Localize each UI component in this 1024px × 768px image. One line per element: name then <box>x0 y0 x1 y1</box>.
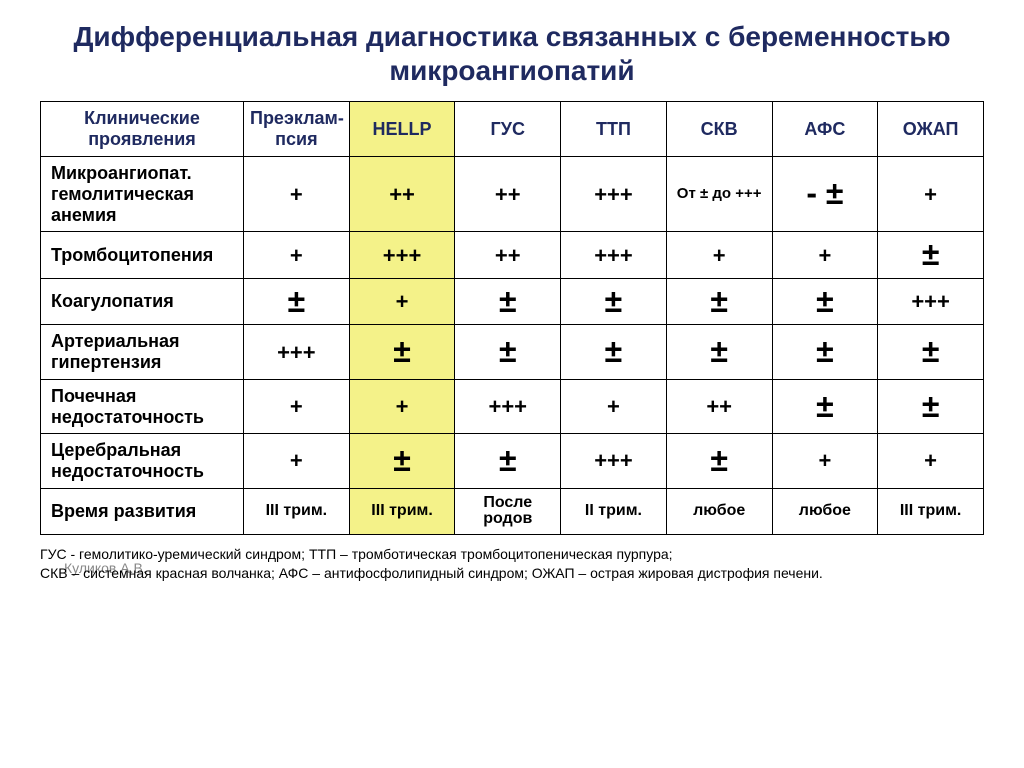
table-cell: + <box>878 157 984 232</box>
footnote: ГУС - гемолитико-уремический синдром; ТТ… <box>40 545 984 582</box>
table-cell: От ± до +++ <box>666 157 772 232</box>
table-cell: + <box>244 379 350 433</box>
row-label: Церебральная недостаточность <box>41 434 244 488</box>
table-cell: ++ <box>455 157 561 232</box>
row-label: Коагулопатия <box>41 278 244 325</box>
table-cell: + <box>772 232 878 279</box>
table-cell: + <box>244 157 350 232</box>
table-cell: ++ <box>666 379 772 433</box>
table-cell: +++ <box>349 232 455 279</box>
row-label: Почечная недостаточность <box>41 379 244 433</box>
table-cell: III трим. <box>349 488 455 535</box>
table-cell: ++ <box>455 232 561 279</box>
table-cell: III трим. <box>244 488 350 535</box>
table-cell: + <box>349 379 455 433</box>
table-row: Почечная недостаточность++++++++±± <box>41 379 984 433</box>
table-cell: + <box>878 434 984 488</box>
column-header: ТТП <box>561 102 667 157</box>
table-cell: любое <box>666 488 772 535</box>
table-cell: ± <box>349 325 455 379</box>
table-body: Микроангиопат. гемолитическая анемия++++… <box>41 157 984 535</box>
table-cell: + <box>244 232 350 279</box>
table-cell: ± <box>878 325 984 379</box>
column-header: АФС <box>772 102 878 157</box>
table-cell: + <box>349 278 455 325</box>
row-label: Микроангиопат. гемолитическая анемия <box>41 157 244 232</box>
table-cell: +++ <box>561 157 667 232</box>
table-cell: ± <box>772 325 878 379</box>
table-cell: +++ <box>878 278 984 325</box>
table-cell: ± <box>666 325 772 379</box>
table-cell: +++ <box>455 379 561 433</box>
table-cell: любое <box>772 488 878 535</box>
header-clinical: Клинические проявления <box>41 102 244 157</box>
diagnosis-table: Клинические проявления Преэклам-псияHELL… <box>40 101 984 535</box>
table-row: Коагулопатия±+±±±±+++ <box>41 278 984 325</box>
table-cell: ± <box>455 325 561 379</box>
column-header: ОЖАП <box>878 102 984 157</box>
row-label: Время развития <box>41 488 244 535</box>
table-cell: ± <box>455 278 561 325</box>
footnote-line-2: СКВ – системная красная волчанка; АФС – … <box>40 564 984 582</box>
table-cell: +++ <box>244 325 350 379</box>
table-cell: ± <box>561 325 667 379</box>
slide-title: Дифференциальная диагностика связанных с… <box>40 20 984 87</box>
table-cell: ± <box>349 434 455 488</box>
table-cell: + <box>561 379 667 433</box>
column-header: ГУС <box>455 102 561 157</box>
table-cell: ± <box>666 434 772 488</box>
table-header-row: Клинические проявления Преэклам-псияHELL… <box>41 102 984 157</box>
table-cell: +++ <box>561 232 667 279</box>
column-header: Преэклам-псия <box>244 102 350 157</box>
table-cell: ± <box>561 278 667 325</box>
row-label: Артериальная гипертензия <box>41 325 244 379</box>
table-row: Тромбоцитопения+++++++++++± <box>41 232 984 279</box>
table-row: Время развитияIII трим.III трим.После ро… <box>41 488 984 535</box>
table-cell: II трим. <box>561 488 667 535</box>
table-cell: ± <box>666 278 772 325</box>
table-cell: + <box>244 434 350 488</box>
row-label: Тромбоцитопения <box>41 232 244 279</box>
table-cell: ± <box>244 278 350 325</box>
table-cell: + <box>772 434 878 488</box>
table-cell: + <box>666 232 772 279</box>
table-cell: - ± <box>772 157 878 232</box>
table-row: Артериальная гипертензия+++±±±±±± <box>41 325 984 379</box>
column-header: HELLP <box>349 102 455 157</box>
table-cell: ++ <box>349 157 455 232</box>
table-cell: ± <box>455 434 561 488</box>
table-cell: +++ <box>561 434 667 488</box>
table-cell: ± <box>772 379 878 433</box>
column-header: СКВ <box>666 102 772 157</box>
table-row: Церебральная недостаточность+±±+++±++ <box>41 434 984 488</box>
table-cell: ± <box>772 278 878 325</box>
table-cell: ± <box>878 379 984 433</box>
table-cell: После родов <box>455 488 561 535</box>
table-cell: ± <box>878 232 984 279</box>
table-row: Микроангиопат. гемолитическая анемия++++… <box>41 157 984 232</box>
table-cell: III трим. <box>878 488 984 535</box>
